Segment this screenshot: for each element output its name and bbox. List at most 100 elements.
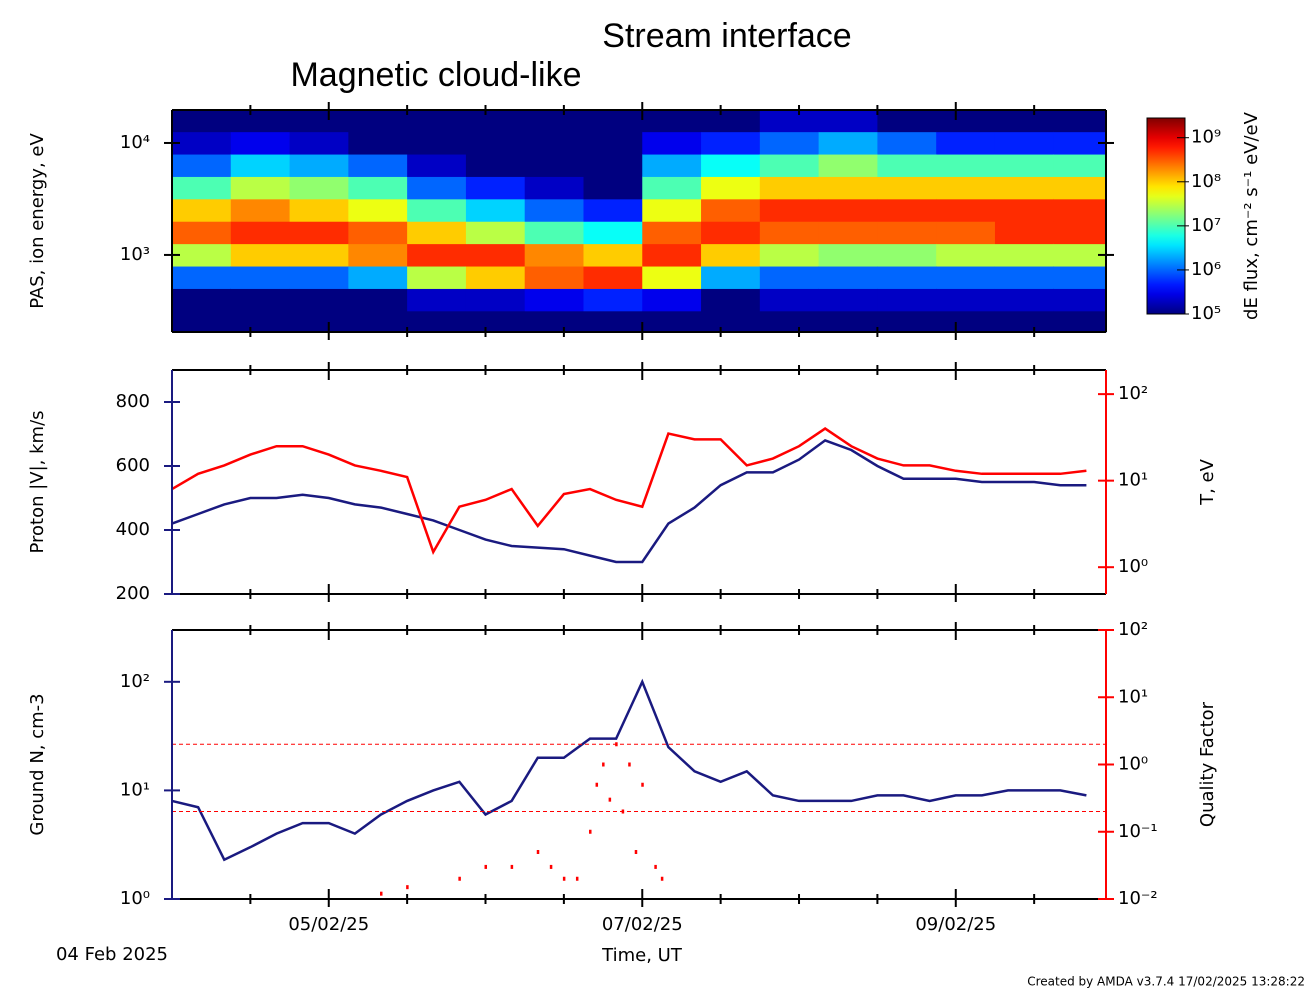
- heatmap-cell: [172, 221, 232, 245]
- colorbar-tick-label: 10⁷: [1191, 215, 1221, 236]
- heatmap-cell: [936, 243, 996, 267]
- heatmap-cell: [172, 176, 232, 200]
- heatmap-cell: [289, 266, 349, 289]
- heatmap-cell: [877, 288, 937, 312]
- heatmap-cell: [583, 131, 643, 155]
- heatmap-cell: [818, 131, 878, 155]
- heatmap-cell: [818, 310, 878, 333]
- data-point: [380, 891, 383, 896]
- heatmap-cell: [348, 310, 408, 333]
- heatmap-cell: [289, 288, 349, 312]
- y2-tick-label: 10⁻¹: [1118, 821, 1158, 842]
- heatmap-cell: [407, 198, 467, 222]
- heatmap-cell: [1053, 110, 1107, 133]
- data-point: [634, 849, 638, 854]
- data-point: [595, 782, 599, 787]
- y-tick-label: 10¹: [120, 779, 150, 800]
- y-tick-label: 10²: [120, 671, 150, 692]
- y2-tick-label: 10⁰: [1118, 754, 1148, 775]
- heatmap-cell: [818, 110, 878, 133]
- heatmap-cell: [465, 221, 526, 245]
- data-point: [628, 762, 631, 767]
- heatmap-cell: [818, 288, 878, 312]
- heatmap-cell: [465, 198, 526, 222]
- data-line: [171, 427, 1087, 555]
- heatmap-cell: [1053, 198, 1107, 222]
- heatmap-cell: [994, 243, 1055, 267]
- y2-tick-label: 10¹: [1118, 470, 1148, 491]
- heatmap-cell: [877, 110, 937, 133]
- data-point: [641, 782, 644, 787]
- heatmap-cell: [230, 176, 291, 200]
- heatmap-cell: [701, 176, 761, 200]
- heatmap-cell: [994, 198, 1055, 222]
- data-point: [562, 876, 566, 881]
- y-tick-label: 800: [116, 391, 150, 412]
- y-tick-label: 10³: [120, 244, 150, 265]
- heatmap-cell: [642, 154, 702, 177]
- heatmap-cell: [407, 131, 467, 155]
- heatmap-cell: [172, 154, 232, 177]
- heatmap-cell: [348, 131, 408, 155]
- heatmap-cell: [936, 310, 996, 333]
- y2-tick-label: 10⁻²: [1118, 888, 1158, 909]
- heatmap-cell: [759, 310, 820, 333]
- heatmap-cell: [701, 266, 761, 289]
- colorbar-tick-label: 10⁵: [1191, 303, 1221, 324]
- y-axis-label: PAS, ion energy, eV: [27, 133, 48, 309]
- heatmap-cell: [289, 110, 349, 133]
- data-point: [536, 849, 540, 854]
- colorbar-tick-label: 10⁹: [1191, 127, 1221, 148]
- heatmap-cell: [759, 288, 820, 312]
- footer: Created by AMDA v3.7.4 17/02/2025 13:28:…: [1027, 975, 1305, 989]
- heatmap-cell: [994, 288, 1055, 312]
- heatmap-cell: [1053, 310, 1107, 333]
- heatmap-cell: [172, 266, 232, 289]
- heatmap-cell: [583, 154, 643, 177]
- heatmap-cell: [348, 266, 408, 289]
- heatmap-cell: [407, 221, 467, 245]
- heatmap-cell: [524, 266, 584, 289]
- heatmap-cell: [642, 110, 702, 133]
- heatmap-cell: [465, 110, 526, 133]
- heatmap-cell: [289, 198, 349, 222]
- data-line: [171, 438, 1087, 564]
- y2-axis-label: T, eV: [1197, 458, 1218, 506]
- heatmap-cell: [407, 288, 467, 312]
- heatmap-cell: [877, 221, 937, 245]
- heatmap-cell: [583, 243, 643, 267]
- heatmap-cell: [465, 176, 526, 200]
- heatmap-cell: [524, 243, 584, 267]
- heatmap-cell: [818, 243, 878, 267]
- heatmap-cell: [583, 176, 643, 200]
- heatmap-cell: [524, 131, 584, 155]
- heatmap-cell: [289, 310, 349, 333]
- y-axis-label: Proton |V|, km/s: [27, 410, 48, 553]
- date-label: 04 Feb 2025: [56, 944, 168, 965]
- heatmap-cell: [877, 131, 937, 155]
- heatmap-cell: [289, 131, 349, 155]
- heatmap-cell: [701, 198, 761, 222]
- heatmap-cell: [759, 198, 820, 222]
- data-point: [458, 876, 461, 881]
- heatmap-cell: [994, 221, 1055, 245]
- annotation: Stream interface: [602, 17, 851, 55]
- heatmap-cell: [877, 154, 937, 177]
- y-tick-label: 200: [116, 583, 150, 604]
- heatmap-cell: [230, 266, 291, 289]
- heatmap-cell: [759, 110, 820, 133]
- heatmap-cell: [642, 310, 702, 333]
- heatmap-cell: [936, 288, 996, 312]
- heatmap-cell: [759, 154, 820, 177]
- heatmap-cell: [524, 176, 584, 200]
- heatmap-cell: [524, 310, 584, 333]
- heatmap-cell: [524, 221, 584, 245]
- heatmap-cell: [230, 243, 291, 267]
- heatmap-cell: [172, 288, 232, 312]
- y-axis-label: Ground N, cm-3: [27, 693, 48, 835]
- heatmap-cell: [1053, 176, 1107, 200]
- heatmap-cell: [701, 131, 761, 155]
- heatmap-cell: [994, 310, 1055, 333]
- heatmap-cell: [1053, 266, 1107, 289]
